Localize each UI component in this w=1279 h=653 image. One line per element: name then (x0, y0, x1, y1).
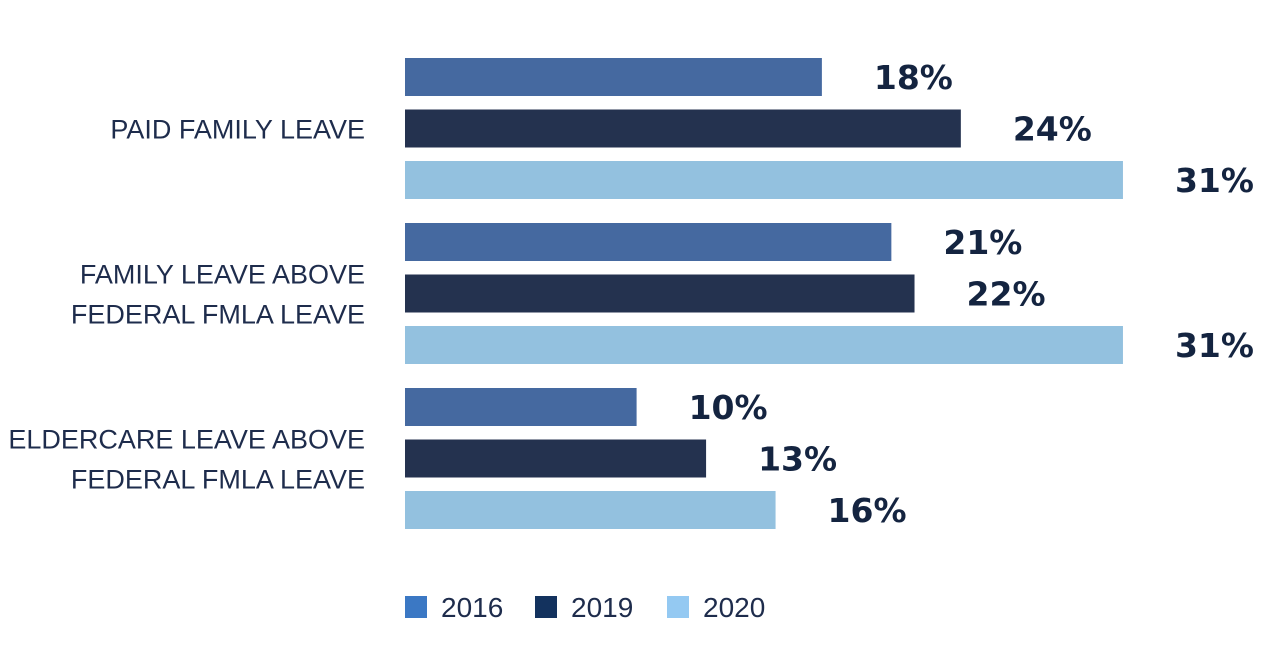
data-label: 18% (874, 58, 953, 97)
bar-2020 (405, 326, 1123, 364)
bars (405, 58, 1123, 529)
data-label: 31% (1175, 161, 1254, 200)
data-label: 22% (967, 275, 1046, 314)
bar-2019 (405, 274, 915, 313)
legend-swatch-2020 (667, 596, 689, 618)
value-labels: 18% 21% 10% 24% 22% 13% 31% 31% 16% (689, 58, 1254, 530)
data-label: 21% (943, 223, 1022, 262)
category-labels: PAID FAMILY LEAVE FAMILY LEAVE ABOVE FEDER… (8, 115, 365, 495)
legend-label-2019: 2019 (571, 592, 633, 623)
data-label: 10% (689, 388, 768, 427)
bar-2019 (405, 109, 961, 148)
legend: 2016 2019 2020 (405, 592, 765, 623)
category-label: FEDERAL FMLA LEAVE (71, 300, 365, 330)
category-label: FAMILY LEAVE ABOVE (80, 260, 365, 290)
legend-label-2016: 2016 (441, 592, 503, 623)
legend-swatch-2019 (535, 596, 557, 618)
bar-2016 (405, 223, 892, 261)
category-label: ELDERCARE LEAVE ABOVE (8, 425, 365, 455)
bar-2020 (405, 161, 1123, 199)
data-label: 24% (1013, 110, 1092, 149)
category-label: PAID FAMILY LEAVE (110, 115, 365, 145)
bar-2020 (405, 491, 776, 529)
bar-2019 (405, 439, 707, 478)
data-label: 16% (828, 491, 907, 530)
category-label: FEDERAL FMLA LEAVE (71, 465, 365, 495)
data-label: 31% (1175, 326, 1254, 365)
bar-2016 (405, 58, 822, 96)
legend-label-2020: 2020 (703, 592, 765, 623)
data-label: 13% (758, 440, 837, 479)
bar-2016 (405, 388, 637, 426)
legend-swatch-2016 (405, 596, 427, 618)
